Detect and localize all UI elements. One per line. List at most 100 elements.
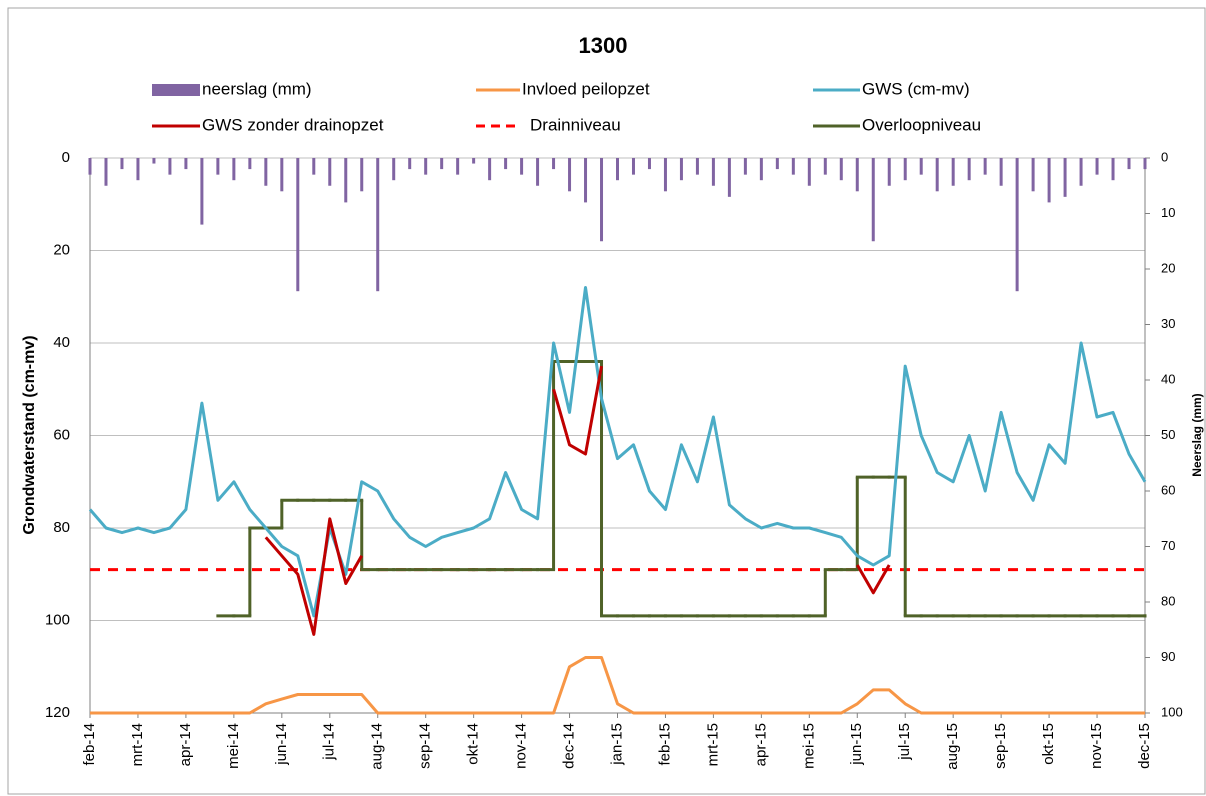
precip-bar: [967, 158, 971, 181]
precip-bar: [504, 158, 508, 170]
precip-bar: [120, 158, 124, 170]
precip-bar: [392, 158, 396, 181]
precip-bar: [232, 158, 236, 181]
precip-bar: [440, 158, 444, 170]
x-tick-label: jan-15: [608, 723, 625, 766]
precip-bar: [855, 158, 859, 192]
precip-bar: [999, 158, 1003, 186]
precip-bar: [807, 158, 811, 186]
precip-bar: [1015, 158, 1019, 292]
y2-axis-label: Neerslag (mm): [1190, 393, 1204, 476]
precip-bar: [584, 158, 588, 203]
y2-tick-label: 50: [1161, 427, 1175, 442]
precip-bar: [200, 158, 204, 225]
precip-bar: [104, 158, 108, 186]
precip-bar: [152, 158, 156, 164]
precip-bar: [1127, 158, 1131, 170]
precip-bar: [823, 158, 827, 175]
precip-bar: [839, 158, 843, 181]
precip-bar: [919, 158, 923, 175]
x-tick-label: dec-14: [561, 723, 578, 769]
legend: neerslag (mm) Invloed peilopzet GWS (cm-…: [152, 79, 981, 134]
x-tick-label: aug-15: [944, 723, 961, 770]
y-tick-label: 100: [45, 611, 70, 628]
legend-swatch: [152, 84, 200, 96]
precip-bar: [1079, 158, 1083, 186]
precip-bar: [663, 158, 667, 192]
precip-bar: [1111, 158, 1115, 181]
legend-label: Overloopniveau: [862, 115, 981, 134]
x-tick-label: mei-14: [225, 723, 242, 769]
y2-tick-label: 30: [1161, 316, 1175, 331]
legend-label: GWS (cm-mv): [862, 79, 970, 98]
y2-tick-label: 100: [1161, 704, 1183, 719]
precip-bar: [280, 158, 284, 192]
x-tick-label: okt-14: [465, 723, 482, 765]
precip-bar: [136, 158, 140, 181]
precip-bar: [536, 158, 540, 186]
y2-tick-label: 10: [1161, 205, 1175, 220]
y-axis-label: Grondwaterstand (cm-mv): [21, 335, 38, 534]
x-tick-label: jun-15: [848, 723, 865, 766]
series-line: [90, 656, 1145, 715]
series-line: [552, 365, 603, 456]
chart-frame: [7, 7, 1206, 795]
precip-bar: [1047, 158, 1051, 203]
precip-bar: [312, 158, 316, 175]
precip-bar: [408, 158, 412, 170]
x-tick-label: sep-15: [992, 723, 1009, 769]
precip-bar: [647, 158, 651, 170]
precip-bar: [791, 158, 795, 175]
precip-bar: [727, 158, 731, 197]
precip-bar: [520, 158, 524, 175]
precip-bar: [360, 158, 364, 192]
y-tick-label: 0: [62, 149, 70, 166]
x-tick-label: mei-15: [800, 723, 817, 769]
x-tick-label: mrt-15: [704, 723, 721, 766]
precip-bar: [983, 158, 987, 175]
precip-bar: [424, 158, 428, 175]
precip-bar: [887, 158, 891, 186]
precip-bar: [328, 158, 332, 186]
precip-bar: [1143, 158, 1147, 170]
precip-bar: [871, 158, 875, 242]
x-tick-label: dec-15: [1136, 723, 1153, 769]
precip-bar: [216, 158, 220, 175]
x-tick-label: sep-14: [417, 723, 434, 769]
y-tick-label: 80: [53, 519, 70, 536]
legend-label: neerslag (mm): [202, 79, 312, 98]
precip-bar: [248, 158, 252, 170]
precip-bar: [759, 158, 763, 181]
x-tick-label: nov-14: [513, 723, 530, 769]
precip-bar: [1095, 158, 1099, 175]
precip-bar: [951, 158, 955, 186]
legend-label: GWS zonder drainopzet: [202, 115, 384, 134]
precip-bar: [679, 158, 683, 181]
y-tick-label: 60: [53, 426, 70, 443]
precip-bar: [376, 158, 380, 292]
legend-label: Invloed peilopzet: [522, 79, 650, 98]
precip-bar: [631, 158, 635, 175]
precip-bar: [743, 158, 747, 175]
x-tick-label: apr-15: [752, 723, 769, 766]
y-tick-label: 20: [53, 241, 70, 258]
precip-bar: [775, 158, 779, 170]
precip-bar: [296, 158, 300, 292]
x-tick-label: jul-14: [321, 723, 338, 761]
x-tick-label: nov-15: [1088, 723, 1105, 769]
precip-bar: [1031, 158, 1035, 192]
y-tick-label: 120: [45, 704, 70, 721]
legend-label: Drainniveau: [530, 115, 621, 134]
precip-bar: [935, 158, 939, 192]
precip-bar: [488, 158, 492, 181]
y2-tick-label: 20: [1161, 260, 1175, 275]
precip-bar: [264, 158, 268, 186]
x-tick-label: mrt-14: [129, 723, 146, 766]
precip-bar: [456, 158, 460, 175]
precip-bar: [344, 158, 348, 203]
series-line: [264, 517, 364, 636]
precip-bar: [472, 158, 476, 164]
x-tick-label: feb-14: [81, 723, 98, 766]
precip-bar: [1063, 158, 1067, 197]
x-tick-label: aug-14: [369, 723, 386, 770]
